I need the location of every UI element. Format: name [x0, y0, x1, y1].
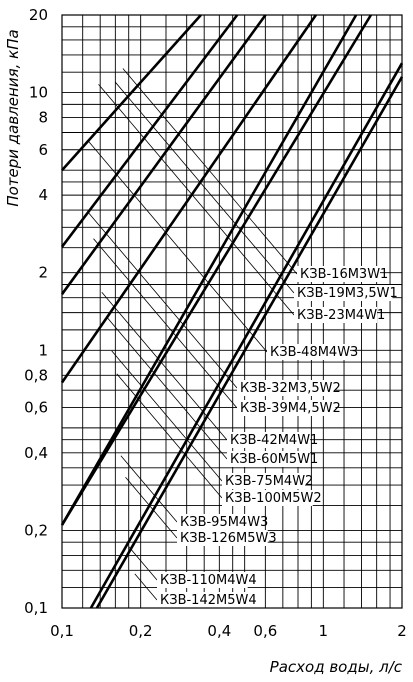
series-label: КЗВ-110М4W4: [160, 573, 257, 588]
y-tick-label: 4: [38, 186, 48, 204]
series-label: КЗВ-100М5W2: [225, 491, 322, 506]
y-tick-label: 0,1: [24, 599, 48, 617]
leader-line: [115, 81, 295, 294]
leader-line: [101, 292, 228, 441]
leader-line: [98, 84, 295, 316]
series-label: КЗВ-16М3W1: [300, 267, 388, 282]
series-label-background: [227, 451, 310, 467]
y-tick-label: 1: [38, 341, 48, 359]
x-tick-label: 0,4: [207, 622, 231, 640]
leader-line: [134, 573, 158, 601]
y-tick-label: 20: [29, 6, 48, 24]
x-tick-label: 2: [397, 622, 407, 640]
leader-line: [120, 455, 178, 523]
series-label: КЗВ-142М5W4: [160, 593, 257, 608]
series-label-background: [177, 514, 260, 530]
y-tick-label: 10: [29, 84, 48, 102]
series-line: [60, 14, 373, 526]
series-line: [95, 76, 404, 609]
series-label-background: [227, 432, 310, 448]
series-label: КЗВ-32М3,5W2: [240, 381, 341, 396]
leader-line: [116, 373, 223, 499]
leader-line: [87, 211, 238, 389]
x-tick-label: 0,2: [129, 622, 153, 640]
leader-line: [87, 140, 268, 353]
y-tick-label: 0,8: [24, 366, 48, 384]
series-line: [60, 14, 358, 526]
y-tick-label: 0,2: [24, 521, 48, 539]
series-label: КЗВ-42М4W1: [230, 433, 318, 448]
leader-line: [111, 350, 223, 482]
series-label-background: [267, 344, 350, 360]
y-axis-label: Потери давления, кПа: [4, 29, 22, 206]
series-labels: КЗВ-16М3W1 КЗВ-19М3,5W1 КЗВ-23М4W1 КЗВ-48М4…: [157, 266, 398, 608]
x-tick-label: 0,1: [50, 622, 74, 640]
series-label-background: [157, 572, 248, 588]
y-tick-label: 0,6: [24, 398, 48, 416]
series-label: КЗВ-48М4W3: [270, 345, 358, 360]
series-label-background: [297, 266, 380, 282]
series-line: [61, 14, 202, 172]
leader-line: [122, 68, 298, 275]
x-tick-label: 1: [319, 622, 329, 640]
x-axis-label: Расход воды, л/с: [270, 658, 403, 676]
series-label-background: [237, 380, 336, 396]
series-label: КЗВ-39М4,5W2: [240, 401, 341, 416]
series-label: КЗВ-95М4W3: [180, 515, 268, 530]
series-label: КЗВ-19М3,5W1: [297, 286, 398, 301]
y-tick-label: 8: [38, 109, 48, 127]
series-label-background: [294, 307, 377, 323]
series-label-background: [222, 490, 313, 506]
series-line: [60, 14, 317, 384]
series-label-background: [222, 473, 305, 489]
series-label: КЗВ-60М5W1: [230, 452, 318, 467]
leader-line: [125, 476, 178, 539]
series-label: КЗВ-75М4W2: [225, 474, 313, 489]
series-lines: [60, 14, 404, 609]
series-label-background: [157, 592, 248, 608]
tick-labels: 0,1 0,2 0,4 0,6 1 2 0,1 0,2 0,4 0,6 0,8 1 2 4 6 8 10 20: [24, 6, 407, 640]
y-tick-label: 6: [38, 141, 48, 159]
series-label: КЗВ-126М5W3: [180, 531, 277, 546]
series-label-background: [294, 285, 393, 301]
leader-lines: [87, 68, 298, 601]
series-line: [60, 14, 239, 248]
leader-line: [106, 316, 228, 460]
series-label-background: [237, 400, 336, 416]
leader-line: [128, 546, 158, 581]
y-tick-label: 0,4: [24, 444, 48, 462]
plot-frame: [61, 14, 403, 609]
plot-border: [61, 14, 403, 609]
series-label-background: [177, 530, 268, 546]
series-line: [60, 14, 267, 295]
leader-line: [93, 238, 238, 409]
series-label: КЗВ-23М4W1: [297, 308, 385, 323]
y-tick-label: 2: [38, 264, 48, 282]
x-tick-label: 0,6: [253, 622, 277, 640]
series-line: [89, 62, 404, 609]
